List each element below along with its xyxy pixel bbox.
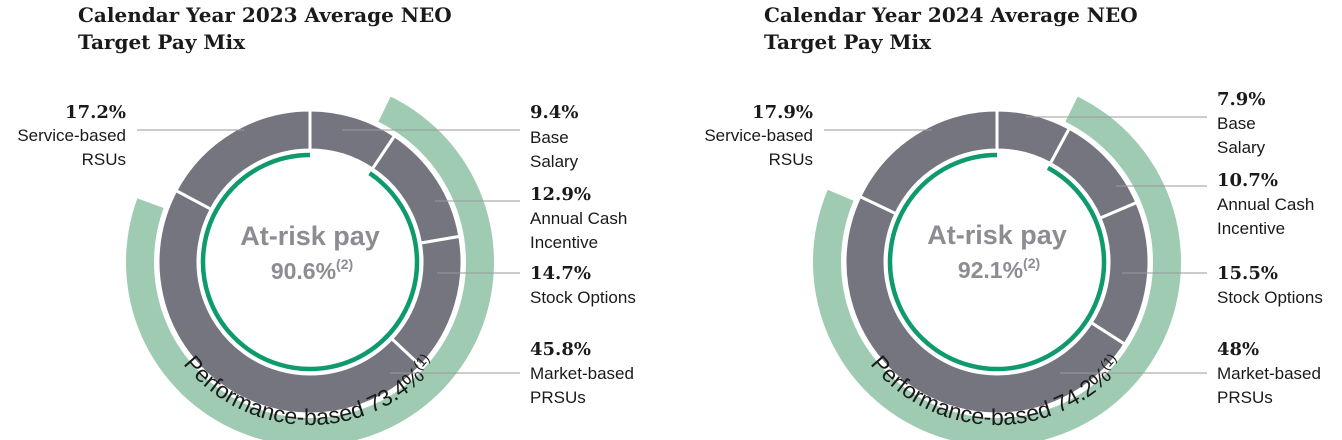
segment-label: Salary bbox=[530, 152, 579, 171]
donut-segments bbox=[156, 108, 464, 416]
segment-label: Incentive bbox=[1217, 219, 1285, 238]
segment-pct: 12.9% bbox=[530, 184, 591, 205]
segment-label: Annual Cash bbox=[530, 209, 627, 228]
segment-label: Incentive bbox=[530, 233, 598, 252]
segment-pct: 7.9% bbox=[1217, 89, 1265, 110]
chart-title-line2: Target Pay Mix bbox=[78, 30, 246, 54]
donut-segment-market-based-prsus bbox=[843, 194, 1127, 416]
label-annual-cash-incentive: 10.7% Annual Cash Incentive bbox=[1217, 170, 1314, 238]
at-risk-arc-group bbox=[887, 152, 1107, 372]
segment-label: Stock Options bbox=[530, 288, 636, 307]
segment-label: Base bbox=[1217, 114, 1256, 133]
center-label: At-risk pay bbox=[927, 220, 1067, 250]
segment-pct: 17.9% bbox=[752, 102, 813, 123]
segment-label: RSUs bbox=[82, 150, 126, 169]
label-base-salary: 9.4% Base Salary bbox=[530, 102, 579, 171]
label-market-based-prsus: 45.8% Market-based PRSUs bbox=[530, 339, 634, 407]
segment-label: Base bbox=[530, 128, 569, 147]
label-stock-options: 14.7% Stock Options bbox=[530, 263, 636, 307]
chart-title-line2: Target Pay Mix bbox=[764, 30, 932, 54]
label-stock-options: 15.5% Stock Options bbox=[1217, 263, 1323, 307]
label-service-based-rsus: 17.9% Service-based RSUs bbox=[704, 102, 813, 169]
center-footnote: (2) bbox=[1023, 255, 1040, 271]
center-value: 90.6% bbox=[271, 258, 336, 284]
segment-pct: 17.2% bbox=[65, 102, 126, 123]
donut-segment-service-based-rsus bbox=[173, 108, 312, 212]
segment-label: Service-based bbox=[17, 126, 126, 145]
segment-label: PRSUs bbox=[1217, 388, 1273, 407]
at-risk-arc-group bbox=[200, 152, 420, 372]
donut-segment-market-based-prsus bbox=[156, 188, 423, 416]
segment-pct: 14.7% bbox=[530, 263, 591, 284]
chart-title-line1: Calendar Year 2024 Average NEO bbox=[764, 3, 1138, 27]
chart-2024: Calendar Year 2024 Average NEO Target Pa… bbox=[704, 3, 1323, 440]
segment-pct: 45.8% bbox=[530, 339, 591, 360]
label-service-based-rsus: 17.2% Service-based RSUs bbox=[17, 102, 126, 169]
segment-label: Service-based bbox=[704, 126, 813, 145]
at-risk-pay-arc bbox=[200, 152, 420, 372]
segment-label: Market-based bbox=[1217, 364, 1321, 383]
donut-segment-service-based-rsus bbox=[857, 108, 999, 216]
center-footnote: (2) bbox=[336, 256, 353, 272]
segment-label: PRSUs bbox=[530, 388, 586, 407]
center-value: 92.1% bbox=[958, 257, 1023, 283]
segment-label: Market-based bbox=[530, 364, 634, 383]
segment-pct: 15.5% bbox=[1217, 263, 1278, 284]
label-base-salary: 7.9% Base Salary bbox=[1217, 89, 1266, 157]
segment-pct: 9.4% bbox=[530, 102, 578, 123]
segment-label: Stock Options bbox=[1217, 288, 1323, 307]
chart-2023: Calendar Year 2023 Average NEO Target Pa… bbox=[17, 3, 636, 440]
center-value-text: 92.1%(2) bbox=[958, 255, 1040, 283]
center-label: At-risk pay bbox=[240, 221, 380, 251]
donut-segments bbox=[843, 108, 1151, 416]
chart-title-line1: Calendar Year 2023 Average NEO bbox=[78, 3, 452, 27]
segment-pct: 10.7% bbox=[1217, 170, 1278, 191]
label-market-based-prsus: 48% Market-based PRSUs bbox=[1217, 339, 1321, 407]
segment-pct: 48% bbox=[1217, 339, 1259, 360]
segment-label: Salary bbox=[1217, 138, 1266, 157]
at-risk-pay-arc bbox=[887, 152, 1107, 372]
center-value-text: 90.6%(2) bbox=[271, 256, 353, 284]
label-annual-cash-incentive: 12.9% Annual Cash Incentive bbox=[530, 184, 627, 252]
segment-label: Annual Cash bbox=[1217, 195, 1314, 214]
segment-label: RSUs bbox=[769, 150, 813, 169]
